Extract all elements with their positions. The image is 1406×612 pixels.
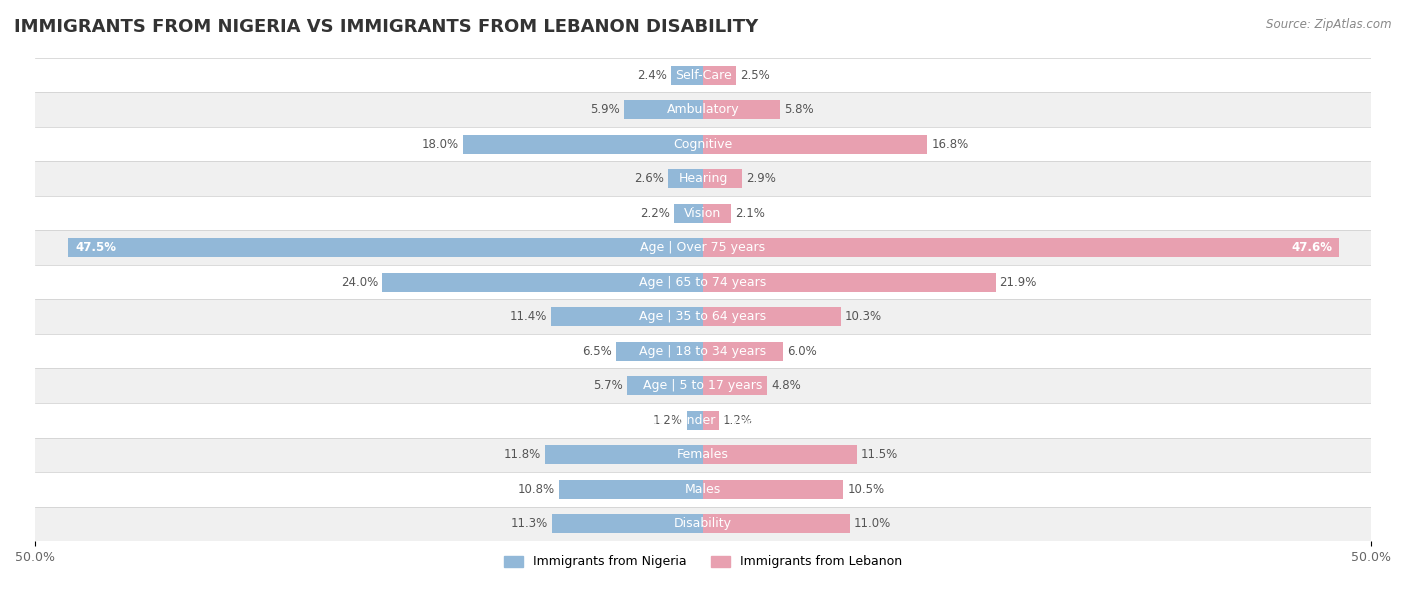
Bar bbox=[35, 507, 1371, 541]
Bar bbox=[35, 58, 1371, 92]
Legend: Immigrants from Nigeria, Immigrants from Lebanon: Immigrants from Nigeria, Immigrants from… bbox=[499, 550, 907, 573]
Bar bbox=[382, 273, 703, 292]
Text: Age | 35 to 64 years: Age | 35 to 64 years bbox=[640, 310, 766, 323]
Text: Age | Under 5 years: Age | Under 5 years bbox=[641, 414, 765, 427]
Bar bbox=[551, 307, 703, 326]
Bar bbox=[616, 341, 703, 360]
Bar bbox=[35, 299, 1371, 334]
Bar bbox=[624, 100, 703, 119]
Text: 2.6%: 2.6% bbox=[634, 172, 664, 185]
Bar bbox=[703, 135, 928, 154]
Bar bbox=[703, 446, 856, 465]
Text: 11.4%: 11.4% bbox=[509, 310, 547, 323]
Bar bbox=[553, 514, 703, 533]
Bar bbox=[35, 92, 1371, 127]
Text: 5.7%: 5.7% bbox=[593, 379, 623, 392]
Text: Age | 65 to 74 years: Age | 65 to 74 years bbox=[640, 275, 766, 289]
Bar bbox=[35, 196, 1371, 231]
Bar bbox=[703, 411, 718, 430]
Bar bbox=[69, 238, 703, 257]
Bar bbox=[703, 341, 783, 360]
Bar bbox=[703, 480, 844, 499]
Text: 6.0%: 6.0% bbox=[787, 345, 817, 358]
Bar bbox=[703, 273, 995, 292]
Text: 18.0%: 18.0% bbox=[422, 138, 458, 151]
Bar bbox=[703, 307, 841, 326]
Bar bbox=[35, 231, 1371, 265]
Text: Ambulatory: Ambulatory bbox=[666, 103, 740, 116]
Text: Hearing: Hearing bbox=[678, 172, 728, 185]
Bar bbox=[35, 403, 1371, 438]
Bar bbox=[35, 368, 1371, 403]
Bar bbox=[703, 169, 742, 188]
Text: 5.8%: 5.8% bbox=[785, 103, 814, 116]
Text: Age | 18 to 34 years: Age | 18 to 34 years bbox=[640, 345, 766, 358]
Text: Source: ZipAtlas.com: Source: ZipAtlas.com bbox=[1267, 18, 1392, 31]
Text: 24.0%: 24.0% bbox=[342, 275, 378, 289]
Text: 4.8%: 4.8% bbox=[770, 379, 801, 392]
Bar bbox=[35, 162, 1371, 196]
Bar bbox=[703, 376, 768, 395]
Bar bbox=[35, 438, 1371, 472]
Bar bbox=[688, 411, 703, 430]
Bar bbox=[703, 238, 1339, 257]
Text: 2.9%: 2.9% bbox=[745, 172, 776, 185]
Text: Age | Over 75 years: Age | Over 75 years bbox=[641, 241, 765, 254]
Text: 16.8%: 16.8% bbox=[931, 138, 969, 151]
Text: Females: Females bbox=[678, 448, 728, 461]
Text: 6.5%: 6.5% bbox=[582, 345, 612, 358]
Text: Vision: Vision bbox=[685, 207, 721, 220]
Text: Age | 5 to 17 years: Age | 5 to 17 years bbox=[644, 379, 762, 392]
Text: 10.5%: 10.5% bbox=[848, 483, 884, 496]
Bar bbox=[35, 472, 1371, 507]
Text: IMMIGRANTS FROM NIGERIA VS IMMIGRANTS FROM LEBANON DISABILITY: IMMIGRANTS FROM NIGERIA VS IMMIGRANTS FR… bbox=[14, 18, 758, 36]
Text: Males: Males bbox=[685, 483, 721, 496]
Bar bbox=[703, 65, 737, 84]
Bar bbox=[668, 169, 703, 188]
Text: 2.1%: 2.1% bbox=[735, 207, 765, 220]
Bar bbox=[627, 376, 703, 395]
Text: 11.5%: 11.5% bbox=[860, 448, 898, 461]
Text: 1.2%: 1.2% bbox=[652, 414, 683, 427]
Bar bbox=[35, 127, 1371, 162]
Text: Disability: Disability bbox=[673, 517, 733, 531]
Text: 47.6%: 47.6% bbox=[1291, 241, 1333, 254]
Text: 2.4%: 2.4% bbox=[637, 69, 666, 81]
Bar bbox=[546, 446, 703, 465]
Text: 10.3%: 10.3% bbox=[845, 310, 882, 323]
Bar bbox=[703, 514, 851, 533]
Bar bbox=[703, 100, 780, 119]
Bar bbox=[671, 65, 703, 84]
Bar bbox=[703, 204, 731, 223]
Text: 11.0%: 11.0% bbox=[853, 517, 891, 531]
Text: Self-Care: Self-Care bbox=[675, 69, 731, 81]
Text: 47.5%: 47.5% bbox=[75, 241, 117, 254]
Text: 21.9%: 21.9% bbox=[1000, 275, 1038, 289]
Text: 10.8%: 10.8% bbox=[517, 483, 555, 496]
Bar bbox=[558, 480, 703, 499]
Text: 11.8%: 11.8% bbox=[505, 448, 541, 461]
Text: 5.9%: 5.9% bbox=[591, 103, 620, 116]
Bar bbox=[463, 135, 703, 154]
Text: 2.2%: 2.2% bbox=[640, 207, 669, 220]
Bar bbox=[35, 334, 1371, 368]
Text: 2.5%: 2.5% bbox=[741, 69, 770, 81]
Text: 11.3%: 11.3% bbox=[510, 517, 548, 531]
Text: Cognitive: Cognitive bbox=[673, 138, 733, 151]
Bar bbox=[673, 204, 703, 223]
Bar bbox=[35, 265, 1371, 299]
Text: 1.2%: 1.2% bbox=[723, 414, 754, 427]
